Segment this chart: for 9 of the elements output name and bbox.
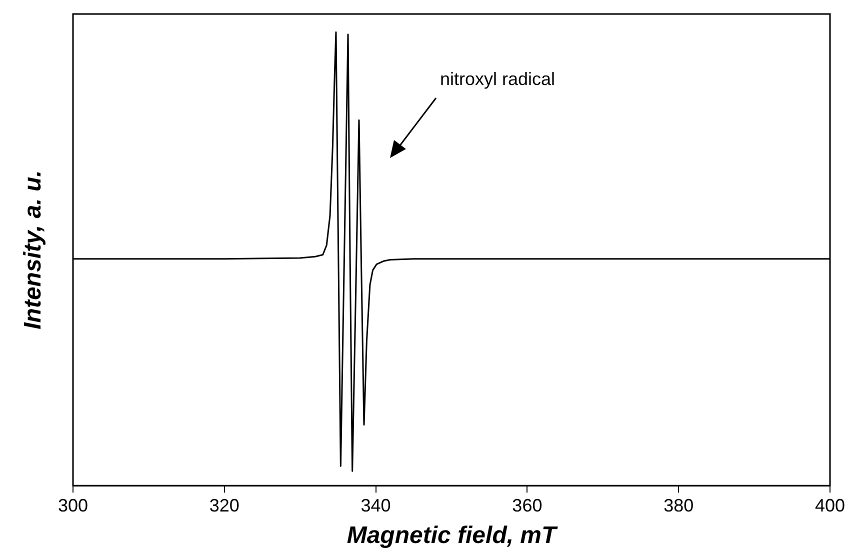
annotation: nitroxyl radical [440,68,556,89]
x-tick-label: 340 [360,495,391,516]
x-tick-label: 320 [209,495,240,516]
x-tick-label: 400 [814,495,846,516]
x-tick-label: 380 [664,495,694,516]
x-tick-label: 360 [512,495,542,516]
x-tick-label: 300 [58,495,88,516]
y-axis-title: Intensity, a. u. [20,170,47,330]
x-axis-title: Magnetic field, mT [346,522,559,550]
